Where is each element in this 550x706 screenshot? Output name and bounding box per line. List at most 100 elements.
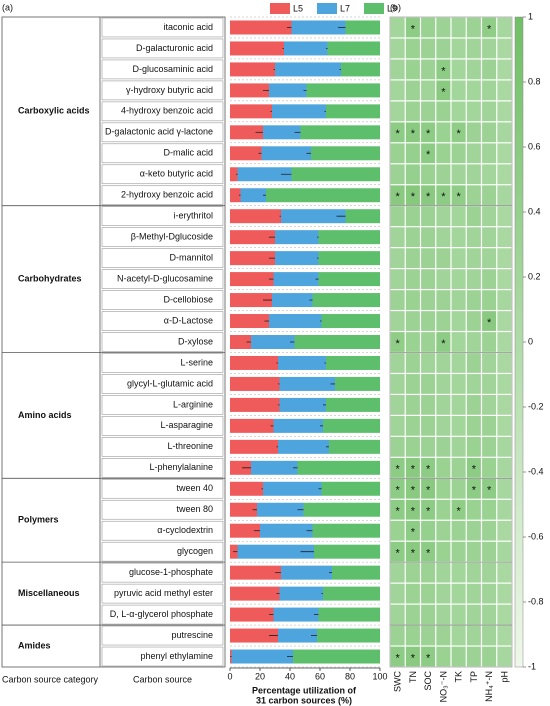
carbon-source-label: D, L-α-glycerol phosphate bbox=[110, 609, 213, 619]
heatmap-cell bbox=[390, 541, 405, 562]
carbon-source-label: D-galactonic acid γ-lactone bbox=[105, 127, 213, 137]
bar-segment bbox=[329, 439, 380, 454]
heatmap-cell bbox=[390, 562, 405, 583]
row-cell bbox=[101, 59, 224, 80]
heatmap-cell bbox=[436, 436, 451, 457]
heatmap-cell bbox=[482, 478, 497, 499]
heatmap-cell bbox=[436, 38, 451, 59]
heatmap-cell bbox=[390, 227, 405, 248]
heatmap-cell bbox=[497, 646, 512, 667]
heatmap-cell bbox=[390, 143, 405, 164]
heatmap-cell bbox=[482, 80, 497, 101]
row-cell bbox=[101, 164, 224, 185]
x-tick-label: 60 bbox=[315, 671, 325, 681]
colorbar-tick-label: 0.2 bbox=[528, 271, 541, 281]
heatmap-cell bbox=[390, 499, 405, 520]
heatmap-cell bbox=[390, 478, 405, 499]
carbon-source-label: α-D-Lactose bbox=[164, 315, 213, 325]
carbon-source-label: D-cellobiose bbox=[163, 294, 213, 304]
bar-segment bbox=[230, 251, 275, 266]
row-cell bbox=[101, 80, 224, 101]
heatmap-cell bbox=[436, 311, 451, 331]
heatmap-cell bbox=[436, 353, 451, 373]
heatmap-cell bbox=[390, 269, 405, 289]
bar-segment bbox=[326, 397, 380, 412]
carbon-source-label: L-arginine bbox=[173, 399, 213, 409]
heatmap-cell bbox=[482, 311, 497, 331]
bar-segment bbox=[261, 146, 311, 161]
significance-star: * bbox=[487, 485, 492, 497]
heatmap-cell bbox=[390, 206, 405, 227]
heatmap-cell bbox=[421, 625, 436, 646]
heatmap-cell bbox=[497, 583, 512, 604]
heatmap-cell bbox=[497, 269, 512, 289]
heatmap-cell bbox=[451, 185, 466, 206]
row-cell bbox=[101, 625, 224, 646]
heatmap-cell bbox=[405, 185, 420, 206]
heatmap-cell bbox=[497, 38, 512, 59]
heatmap-cell bbox=[390, 332, 405, 352]
bar-segment bbox=[230, 62, 275, 77]
bar-segment bbox=[230, 481, 263, 496]
heatmap-cell bbox=[466, 17, 481, 38]
heatmap-cell bbox=[390, 625, 405, 646]
bar-segment bbox=[269, 314, 322, 329]
heatmap-cell bbox=[451, 122, 466, 143]
bar-segment bbox=[275, 230, 319, 245]
colorbar-tick-label: -0.6 bbox=[528, 531, 544, 541]
heatmap-cell bbox=[497, 164, 512, 185]
heatmap-cell bbox=[405, 101, 420, 122]
carbon-source-label: γ-hydroxy butyric acid bbox=[126, 85, 213, 95]
colorbar-tick-label: -1 bbox=[528, 661, 536, 671]
row-cell bbox=[101, 248, 224, 268]
heatmap-cell bbox=[466, 625, 481, 646]
carbon-source-label: D-xylose bbox=[178, 336, 213, 346]
x-tick-label: 80 bbox=[345, 671, 355, 681]
heatmap-cell bbox=[451, 59, 466, 80]
heatmap-cell bbox=[497, 604, 512, 625]
bar-segment bbox=[237, 167, 292, 182]
colorbar-tick-label: 0.8 bbox=[528, 76, 541, 86]
significance-star: * bbox=[472, 485, 477, 497]
heatmap-cell bbox=[436, 185, 451, 206]
heatmap-cell bbox=[497, 17, 512, 38]
heatmap-cell bbox=[405, 332, 420, 352]
bar-segment bbox=[326, 104, 380, 119]
x-tick-label: TN bbox=[408, 671, 418, 683]
carbon-source-label: i-erythritol bbox=[173, 211, 213, 221]
bar-segment bbox=[251, 460, 298, 475]
significance-star: * bbox=[456, 128, 461, 140]
heatmap-cell bbox=[482, 520, 497, 541]
heatmap-cell bbox=[436, 143, 451, 164]
heatmap-cell bbox=[497, 311, 512, 331]
carbon-source-label: putrescine bbox=[171, 630, 213, 640]
heatmap-cell bbox=[497, 562, 512, 583]
bar-segment bbox=[327, 41, 380, 56]
row-cell bbox=[101, 206, 224, 226]
x-tick-label: pH bbox=[499, 671, 509, 683]
bar-segment bbox=[284, 41, 328, 56]
heatmap-cell bbox=[421, 164, 436, 185]
heatmap-cell bbox=[466, 332, 481, 352]
colorbar-tick-label: 0.4 bbox=[528, 206, 541, 216]
significance-star: * bbox=[472, 464, 477, 476]
bar-segment bbox=[273, 418, 323, 433]
significance-star: * bbox=[426, 652, 431, 664]
bar-segment bbox=[269, 83, 307, 98]
carbon-source-label: tween 40 bbox=[176, 483, 213, 493]
bar-segment bbox=[311, 146, 380, 161]
bar-segment bbox=[291, 20, 346, 35]
bar-segment bbox=[230, 418, 274, 433]
bar-segment bbox=[230, 376, 280, 391]
heatmap-cell bbox=[451, 374, 466, 394]
heatmap-cell bbox=[451, 436, 466, 457]
significance-star: * bbox=[426, 548, 431, 560]
heatmap-cell bbox=[405, 478, 420, 499]
bar-segment bbox=[230, 272, 274, 287]
heatmap-cell bbox=[405, 604, 420, 625]
table-frame bbox=[1, 16, 226, 668]
bar-segment bbox=[230, 397, 280, 412]
bar-segment bbox=[321, 314, 380, 329]
heatmap-cell bbox=[451, 269, 466, 289]
colorbar-tick-label: 1 bbox=[528, 11, 533, 21]
